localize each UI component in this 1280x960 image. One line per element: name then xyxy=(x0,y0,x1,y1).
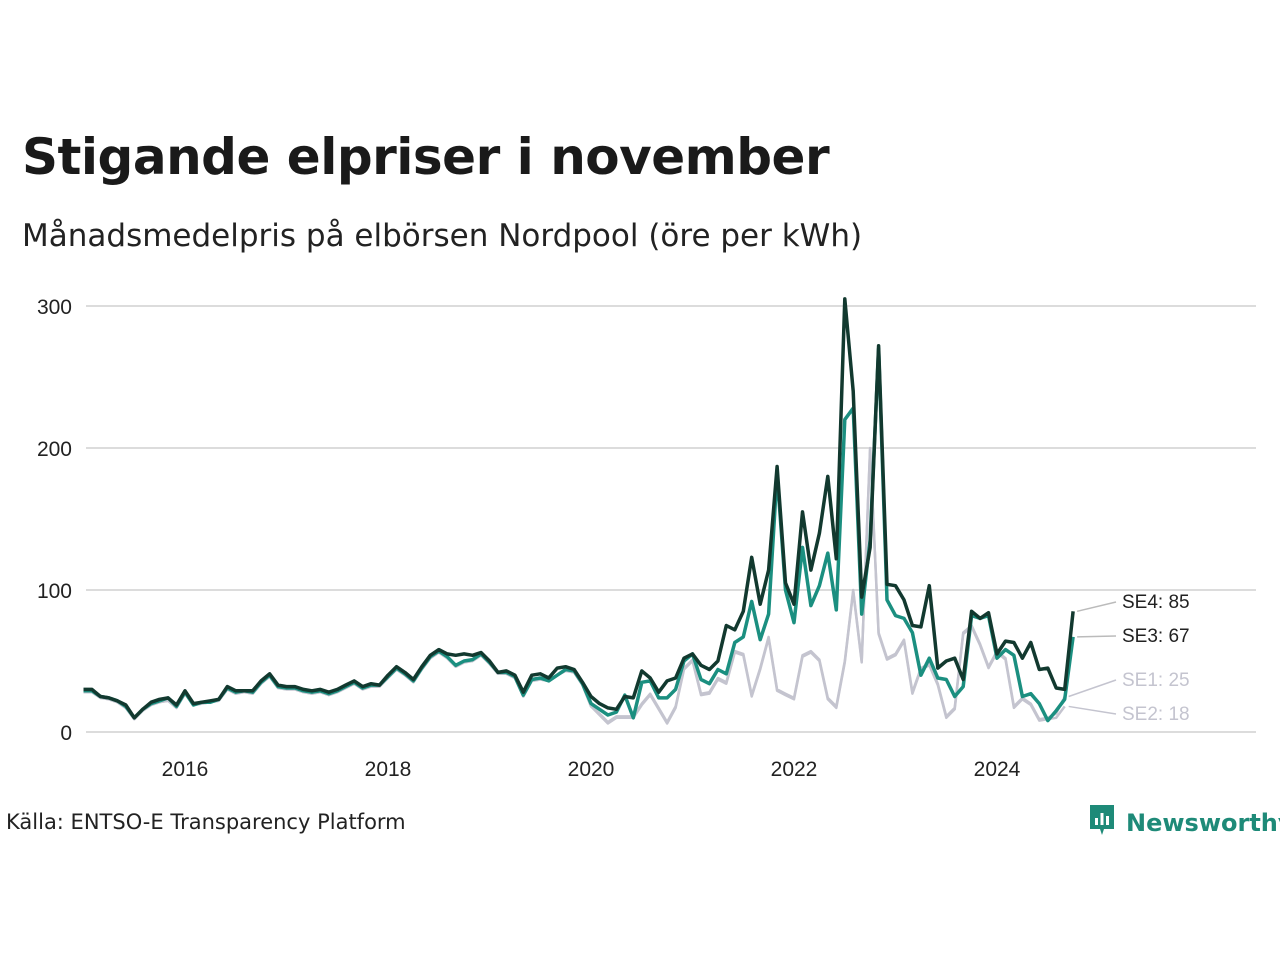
page-title: Stigande elpriser i november xyxy=(22,128,830,186)
y-tick-label: 200 xyxy=(37,438,72,461)
y-axis: 0 100 200 300 xyxy=(37,296,72,745)
y-tick-label: 300 xyxy=(37,296,72,319)
x-tick-label: 2018 xyxy=(365,758,412,781)
brand-name: Newsworthy xyxy=(1126,808,1280,837)
series-line-se2 xyxy=(83,448,1066,725)
x-tick-label: 2020 xyxy=(568,758,615,781)
end-labels: SE4: 85 SE3: 67 SE1: 25 SE2: 18 xyxy=(1068,592,1190,725)
end-label-se4: SE4: 85 xyxy=(1122,592,1190,613)
leader-line-se1 xyxy=(1068,679,1117,698)
x-axis: 2016 2018 2020 2022 2024 xyxy=(162,758,1021,781)
end-label-se3: SE3: 67 xyxy=(1122,626,1190,647)
y-tick-label: 0 xyxy=(60,722,72,745)
chart-subtitle: Månadsmedelpris på elbörsen Nordpool (ör… xyxy=(22,218,863,254)
series-line-se3 xyxy=(83,346,1075,723)
series-lines xyxy=(83,297,1075,725)
series-line-se4 xyxy=(83,297,1075,720)
grid-lines xyxy=(86,305,1256,733)
brand-logo[interactable]: Newsworthy xyxy=(1088,803,1280,842)
bar-chart-icon xyxy=(1088,803,1116,842)
leader-line-se3 xyxy=(1077,635,1117,638)
leader-line-se2 xyxy=(1068,705,1117,715)
end-label-se1: SE1: 25 xyxy=(1122,670,1190,691)
x-tick-label: 2016 xyxy=(162,758,209,781)
x-tick-label: 2024 xyxy=(974,758,1021,781)
end-label-se2: SE2: 18 xyxy=(1122,704,1190,725)
x-tick-label: 2022 xyxy=(771,758,818,781)
source-note: Källa: ENTSO-E Transparency Platform xyxy=(6,810,406,834)
leader-line-se4 xyxy=(1076,601,1117,613)
y-tick-label: 100 xyxy=(37,580,72,603)
